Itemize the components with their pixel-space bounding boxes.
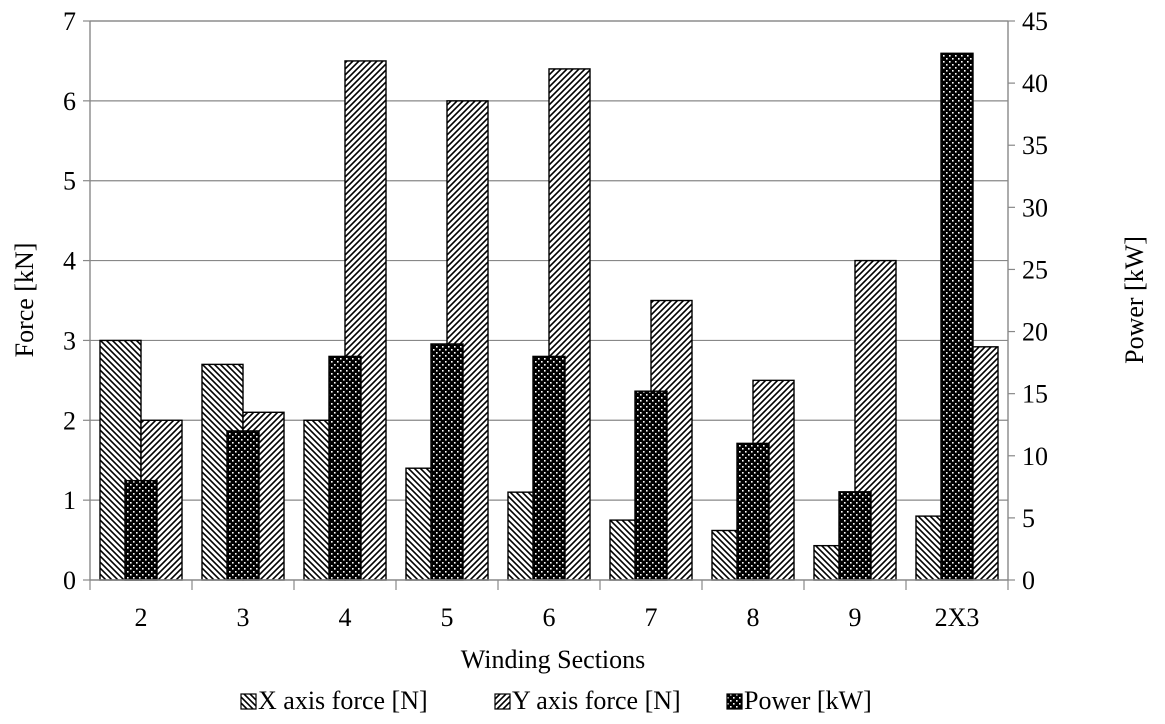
bars <box>99 52 999 581</box>
y2-tick-label: 0 <box>1022 566 1035 595</box>
legend-item: Y axis force [N] <box>494 686 681 715</box>
x-tick-label: 5 <box>441 603 454 632</box>
x-tick-label: 6 <box>543 603 556 632</box>
bar-power <box>940 52 974 581</box>
bar-power <box>634 390 668 581</box>
bar-power <box>430 343 464 581</box>
bar-power <box>736 442 770 581</box>
y2-tick-label: 10 <box>1022 442 1048 471</box>
bar-power <box>532 355 566 581</box>
legend-label: Power [kW] <box>744 686 872 715</box>
y2-tick-label: 25 <box>1022 255 1048 284</box>
x-axis-title: Winding Sections <box>461 645 646 674</box>
left-axis-ticks: 0 1 2 3 4 5 6 7 <box>63 7 90 595</box>
legend-label: Y axis force [N] <box>512 686 681 715</box>
y-tick-label: 4 <box>63 247 76 276</box>
legend-swatch <box>726 693 743 710</box>
x-tick-label: 8 <box>747 603 760 632</box>
y2-tick-label: 20 <box>1022 318 1048 347</box>
y2-tick-label: 35 <box>1022 131 1048 160</box>
y2-tick-label: 40 <box>1022 69 1048 98</box>
legend-swatch <box>240 693 257 710</box>
x-tick-label: 3 <box>237 603 250 632</box>
y-tick-label: 3 <box>63 326 76 355</box>
y-tick-label: 6 <box>63 87 76 116</box>
y-tick-label: 1 <box>63 486 76 515</box>
y2-tick-label: 45 <box>1022 7 1048 36</box>
bar-power <box>124 479 158 581</box>
bar-power <box>838 491 872 581</box>
y2-tick-label: 30 <box>1022 193 1048 222</box>
axes <box>89 20 1009 581</box>
legend-item: Power [kW] <box>726 686 872 715</box>
x-tick-label: 4 <box>339 603 352 632</box>
right-axis-ticks: 0 5 10 15 20 25 30 35 40 45 <box>1008 7 1048 595</box>
bar-power <box>328 355 362 581</box>
x-tick-label: 9 <box>849 603 862 632</box>
y-tick-label: 7 <box>63 7 76 36</box>
category-axis-ticks: 2 3 4 5 6 7 8 9 2X3 <box>89 580 1009 632</box>
legend-item: X axis force [N] <box>240 686 428 715</box>
y2-tick-label: 15 <box>1022 380 1048 409</box>
y-tick-label: 5 <box>63 167 76 196</box>
legend-label: X axis force [N] <box>258 686 428 715</box>
x-tick-label: 7 <box>645 603 658 632</box>
legend-swatch <box>494 693 511 710</box>
y-tick-label: 0 <box>63 566 76 595</box>
x-tick-label: 2 <box>135 603 148 632</box>
legend: X axis force [N] Y axis force [N] Power [k… <box>240 686 872 715</box>
bar-power <box>226 430 260 581</box>
x-tick-label: 2X3 <box>935 603 980 632</box>
y-tick-label: 2 <box>63 406 76 435</box>
y2-tick-label: 5 <box>1022 504 1035 533</box>
y-axis-title: Force [kN] <box>10 243 39 358</box>
y2-axis-title: Power [kW] <box>1120 236 1149 364</box>
